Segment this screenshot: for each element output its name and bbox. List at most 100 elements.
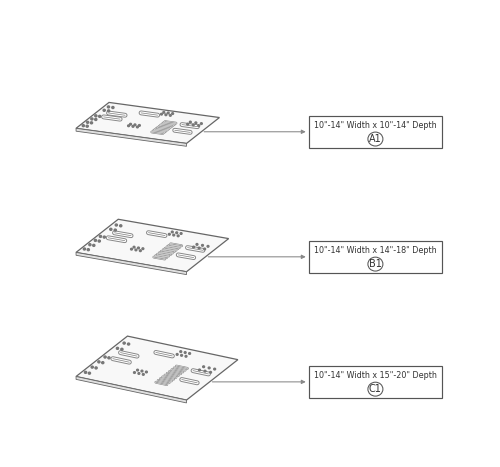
Circle shape [198, 369, 200, 371]
Circle shape [95, 367, 97, 369]
Circle shape [204, 370, 206, 372]
Circle shape [142, 374, 144, 375]
Circle shape [103, 236, 106, 238]
Polygon shape [76, 336, 238, 400]
Circle shape [86, 125, 88, 127]
Text: B1: B1 [369, 259, 382, 269]
Circle shape [95, 115, 97, 117]
Circle shape [170, 114, 171, 116]
Text: 10"-14" Width x 14"-18" Depth: 10"-14" Width x 14"-18" Depth [314, 246, 436, 255]
Circle shape [130, 123, 132, 125]
Circle shape [146, 371, 148, 373]
Circle shape [86, 121, 88, 123]
Circle shape [134, 124, 136, 126]
Circle shape [104, 356, 106, 358]
Circle shape [100, 235, 102, 237]
Circle shape [108, 110, 110, 112]
Circle shape [115, 224, 117, 226]
Circle shape [130, 248, 132, 250]
Circle shape [176, 354, 178, 355]
Circle shape [180, 351, 182, 353]
Circle shape [173, 234, 174, 236]
Circle shape [200, 123, 202, 124]
Circle shape [87, 249, 90, 251]
Circle shape [210, 371, 212, 373]
Circle shape [168, 112, 169, 114]
Circle shape [368, 382, 383, 396]
Circle shape [190, 121, 192, 123]
Circle shape [198, 125, 200, 127]
Polygon shape [76, 376, 186, 403]
Circle shape [112, 106, 114, 108]
Circle shape [120, 225, 122, 227]
Circle shape [196, 243, 198, 245]
Circle shape [89, 244, 91, 246]
Circle shape [138, 125, 140, 126]
Circle shape [91, 366, 94, 368]
Circle shape [214, 368, 216, 370]
Circle shape [123, 342, 125, 344]
Circle shape [368, 257, 383, 271]
Text: 10"-14" Width x 10"-14" Depth: 10"-14" Width x 10"-14" Depth [314, 121, 436, 130]
Circle shape [172, 113, 173, 114]
Circle shape [128, 343, 130, 345]
Circle shape [192, 246, 194, 248]
Circle shape [188, 353, 190, 354]
Polygon shape [76, 252, 186, 275]
Circle shape [98, 240, 100, 242]
Circle shape [142, 248, 144, 249]
Text: C1: C1 [369, 384, 382, 394]
Circle shape [202, 245, 203, 246]
Circle shape [202, 366, 204, 368]
Circle shape [195, 122, 197, 124]
Text: 10"-14" Width x 15"-20" Depth: 10"-14" Width x 15"-20" Depth [314, 371, 437, 380]
Circle shape [128, 125, 130, 127]
Circle shape [176, 232, 178, 234]
Circle shape [187, 123, 188, 125]
Circle shape [184, 352, 186, 354]
Circle shape [114, 229, 116, 231]
FancyBboxPatch shape [308, 366, 442, 398]
FancyBboxPatch shape [308, 116, 442, 148]
Circle shape [160, 113, 162, 115]
Circle shape [140, 250, 141, 252]
Circle shape [136, 369, 138, 371]
Circle shape [136, 126, 138, 128]
Polygon shape [76, 102, 220, 143]
Circle shape [180, 354, 182, 356]
Circle shape [110, 228, 112, 230]
Circle shape [177, 235, 179, 237]
Circle shape [192, 124, 194, 126]
Circle shape [84, 371, 86, 373]
Circle shape [180, 233, 182, 234]
Circle shape [134, 372, 136, 374]
Polygon shape [76, 219, 229, 272]
Circle shape [163, 112, 164, 113]
Circle shape [94, 119, 97, 120]
Circle shape [94, 240, 96, 241]
Circle shape [82, 125, 84, 127]
Circle shape [92, 244, 95, 247]
Circle shape [141, 370, 143, 372]
Circle shape [168, 234, 170, 235]
Circle shape [116, 347, 118, 349]
Circle shape [204, 248, 206, 250]
FancyBboxPatch shape [308, 241, 442, 273]
Circle shape [108, 357, 110, 359]
Circle shape [208, 367, 210, 369]
Circle shape [185, 355, 187, 357]
Circle shape [88, 372, 90, 374]
Text: A1: A1 [369, 134, 382, 144]
Polygon shape [76, 128, 186, 146]
Circle shape [133, 246, 135, 248]
Circle shape [98, 115, 101, 117]
Circle shape [84, 248, 86, 250]
Circle shape [138, 373, 140, 375]
Circle shape [165, 114, 167, 116]
Circle shape [172, 231, 173, 233]
Circle shape [102, 361, 104, 364]
Circle shape [135, 249, 137, 251]
Circle shape [103, 109, 106, 111]
Circle shape [121, 348, 123, 350]
Circle shape [90, 122, 92, 124]
